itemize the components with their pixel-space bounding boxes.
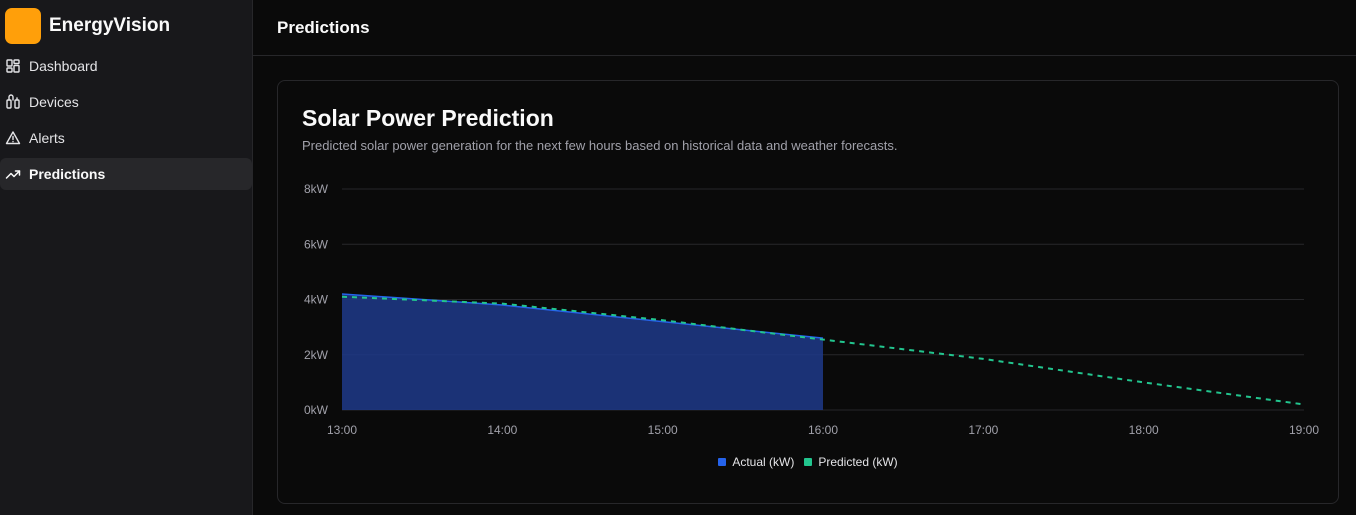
y-tick-label: 6kW bbox=[304, 237, 329, 251]
devices-icon bbox=[5, 94, 21, 110]
x-tick-label: 15:00 bbox=[648, 423, 678, 437]
sidebar: EnergyVision Dashboard bbox=[0, 0, 253, 515]
legend-swatch-actual bbox=[718, 458, 727, 466]
y-tick-label: 4kW bbox=[304, 293, 329, 307]
x-tick-label: 17:00 bbox=[968, 423, 998, 437]
sidebar-item-label: Devices bbox=[29, 94, 79, 110]
layout-dashboard-icon bbox=[5, 58, 21, 74]
sidebar-item-predictions[interactable]: Predictions bbox=[0, 158, 252, 190]
brand-logo-icon bbox=[5, 8, 41, 44]
legend-item-predicted[interactable]: Predicted (kW) bbox=[804, 455, 898, 469]
predicted-line bbox=[341, 295, 1305, 406]
sidebar-item-dashboard[interactable]: Dashboard bbox=[0, 50, 252, 82]
actual-area bbox=[342, 293, 823, 410]
trending-up-icon bbox=[5, 166, 21, 182]
sidebar-nav: Dashboard Devices bbox=[0, 50, 252, 194]
y-tick-label: 2kW bbox=[304, 348, 329, 362]
prediction-card: Solar Power Prediction Predicted solar p… bbox=[277, 80, 1339, 504]
sidebar-item-devices[interactable]: Devices bbox=[0, 86, 252, 118]
x-tick-label: 14:00 bbox=[487, 423, 517, 437]
sidebar-item-alerts[interactable]: Alerts bbox=[0, 122, 252, 154]
page-header: Predictions bbox=[253, 0, 1356, 56]
brand[interactable]: EnergyVision bbox=[5, 8, 170, 44]
sidebar-item-label: Alerts bbox=[29, 130, 65, 146]
sidebar-item-label: Predictions bbox=[29, 166, 106, 182]
chart-legend: Actual (kW) Predicted (kW) bbox=[278, 455, 1338, 469]
y-tick-label: 0kW bbox=[304, 403, 329, 417]
x-tick-label: 19:00 bbox=[1289, 423, 1319, 437]
alert-triangle-icon bbox=[5, 130, 21, 146]
legend-label-actual: Actual (kW) bbox=[732, 455, 795, 469]
solar-prediction-chart: 0kW 2kW 4kW 6kW 8kW 13:00 14:00 15:00 16:00 17:0… bbox=[304, 182, 1319, 437]
sidebar-item-label: Dashboard bbox=[29, 58, 98, 74]
x-tick-label: 16:00 bbox=[808, 423, 838, 437]
legend-item-actual[interactable]: Actual (kW) bbox=[718, 455, 794, 469]
card-title: Solar Power Prediction bbox=[302, 105, 554, 131]
page-title: Predictions bbox=[277, 18, 370, 37]
x-tick-label: 13:00 bbox=[327, 423, 357, 437]
legend-swatch-predicted bbox=[804, 458, 813, 466]
x-tick-label: 18:00 bbox=[1129, 423, 1159, 437]
card-description: Predicted solar power generation for the… bbox=[302, 138, 898, 153]
y-tick-label: 8kW bbox=[304, 182, 329, 196]
legend-label-predicted: Predicted (kW) bbox=[818, 455, 898, 469]
app-name: EnergyVision bbox=[49, 15, 171, 36]
